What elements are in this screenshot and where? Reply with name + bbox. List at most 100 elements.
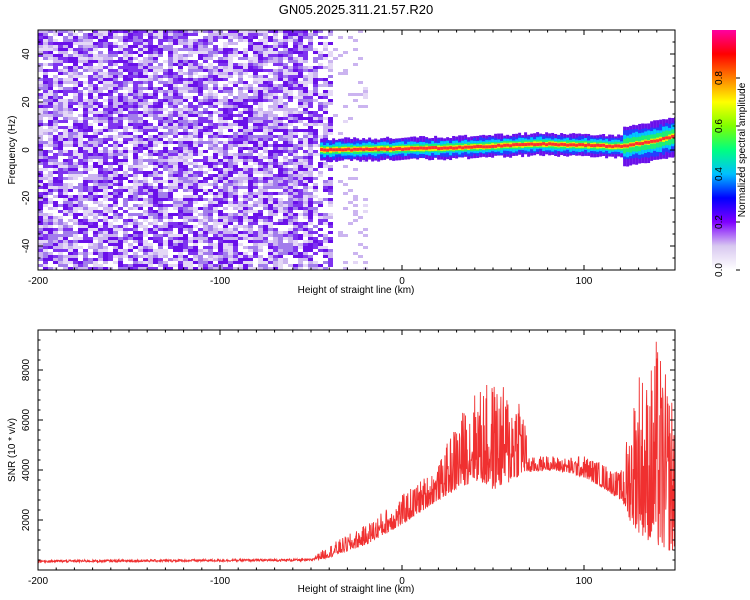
heatmap-noise-cell (313, 138, 318, 141)
heatmap-noise-cell (248, 138, 253, 141)
heatmap-noise-cell (113, 90, 118, 93)
heatmap-noise-cell (98, 36, 103, 39)
heatmap-noise-cell (208, 207, 213, 210)
heatmap-noise-cell (98, 51, 103, 54)
heatmap-noise-cell (168, 87, 173, 90)
heatmap-noise-cell (198, 51, 203, 54)
heatmap-noise-cell (293, 126, 298, 129)
heatmap-noise-cell (153, 222, 158, 225)
heatmap-noise-cell (313, 195, 318, 198)
heatmap-noise-cell (168, 45, 173, 48)
heatmap-noise-cell (353, 168, 358, 171)
heatmap-noise-cell (148, 63, 153, 66)
heatmap-noise-cell (83, 159, 88, 162)
heatmap-noise-cell (153, 108, 158, 111)
heatmap-noise-cell (203, 192, 208, 195)
heatmap-noise-cell (43, 225, 48, 228)
heatmap-ridge-cell (464, 145, 468, 149)
heatmap-ridge-cell (446, 146, 450, 150)
heatmap-noise-cell (108, 204, 113, 207)
heatmap-noise-cell (38, 84, 43, 87)
heatmap-noise-cell (308, 105, 313, 108)
heatmap-noise-cell (213, 84, 218, 87)
heatmap-noise-cell (273, 30, 278, 33)
heatmap-noise-cell (63, 195, 68, 198)
heatmap-noise-cell (208, 96, 213, 99)
heatmap-noise-cell (268, 207, 273, 210)
heatmap-noise-cell (203, 228, 208, 231)
heatmap-noise-cell (278, 42, 283, 45)
heatmap-noise-cell (48, 177, 53, 180)
heatmap-noise-cell (38, 243, 43, 246)
heatmap-noise-cell (258, 237, 263, 240)
heatmap-noise-cell (243, 171, 248, 174)
heatmap-noise-cell (83, 234, 88, 237)
heatmap-noise-cell (98, 171, 103, 174)
heatmap-noise-cell (163, 33, 168, 36)
heatmap-noise-cell (303, 162, 308, 165)
heatmap-noise-cell (208, 120, 213, 123)
heatmap-noise-cell (308, 129, 313, 132)
heatmap-noise-cell (268, 150, 273, 153)
heatmap-noise-cell (38, 48, 43, 51)
heatmap-noise-cell (258, 168, 263, 171)
heatmap-noise-cell (123, 252, 128, 255)
heatmap-noise-cell (93, 30, 98, 33)
heatmap-noise-cell (88, 60, 93, 63)
heatmap-noise-cell (143, 216, 148, 219)
heatmap-noise-cell (258, 129, 263, 132)
heatmap-noise-cell (303, 192, 308, 195)
heatmap-noise-cell (208, 162, 213, 165)
heatmap-noise-cell (363, 105, 368, 108)
heatmap-noise-cell (128, 54, 133, 57)
heatmap-noise-cell (318, 54, 323, 57)
heatmap-noise-cell (163, 252, 168, 255)
heatmap-noise-cell (73, 234, 78, 237)
heatmap-noise-cell (118, 60, 123, 63)
heatmap-noise-cell (308, 231, 313, 234)
heatmap-noise-cell (123, 267, 128, 270)
heatmap-noise-cell (233, 102, 238, 105)
heatmap-noise-cell (158, 135, 163, 138)
heatmap-noise-cell (183, 78, 188, 81)
heatmap-noise-cell (218, 126, 223, 129)
heatmap-noise-cell (253, 120, 258, 123)
heatmap-noise-cell (263, 96, 268, 99)
heatmap-noise-cell (148, 45, 153, 48)
heatmap-noise-cell (248, 63, 253, 66)
heatmap-noise-cell (288, 30, 293, 33)
heatmap-noise-cell (88, 207, 93, 210)
heatmap-noise-cell (293, 57, 298, 60)
heatmap-noise-cell (123, 159, 128, 162)
heatmap-noise-cell (198, 123, 203, 126)
heatmap-noise-cell (218, 231, 223, 234)
heatmap-noise-cell (153, 171, 158, 174)
heatmap-noise-cell (113, 33, 118, 36)
heatmap-noise-cell (123, 255, 128, 258)
heatmap-noise-cell (143, 87, 148, 90)
heatmap-noise-cell (88, 87, 93, 90)
heatmap-noise-cell (208, 219, 213, 222)
heatmap-noise-cell (73, 219, 78, 222)
heatmap-noise-cell (283, 207, 288, 210)
heatmap-noise-cell (278, 126, 283, 129)
heatmap-noise-cell (143, 63, 148, 66)
heatmap-noise-cell (88, 123, 93, 126)
heatmap-noise-cell (58, 195, 63, 198)
heatmap-noise-cell (278, 54, 283, 57)
heatmap-noise-cell (163, 126, 168, 129)
heatmap-noise-cell (93, 267, 98, 270)
heatmap-noise-cell (248, 207, 253, 210)
heatmap-noise-cell (178, 255, 183, 258)
heatmap-noise-cell (58, 87, 63, 90)
heatmap-noise-cell (133, 195, 138, 198)
heatmap-noise-cell (248, 210, 253, 213)
heatmap-noise-cell (198, 261, 203, 264)
heatmap-noise-cell (158, 240, 163, 243)
heatmap-noise-cell (123, 156, 128, 159)
heatmap-noise-cell (98, 66, 103, 69)
heatmap-noise-cell (193, 69, 198, 72)
heatmap-noise-cell (73, 72, 78, 75)
heatmap-noise-cell (228, 33, 233, 36)
heatmap-noise-cell (303, 210, 308, 213)
